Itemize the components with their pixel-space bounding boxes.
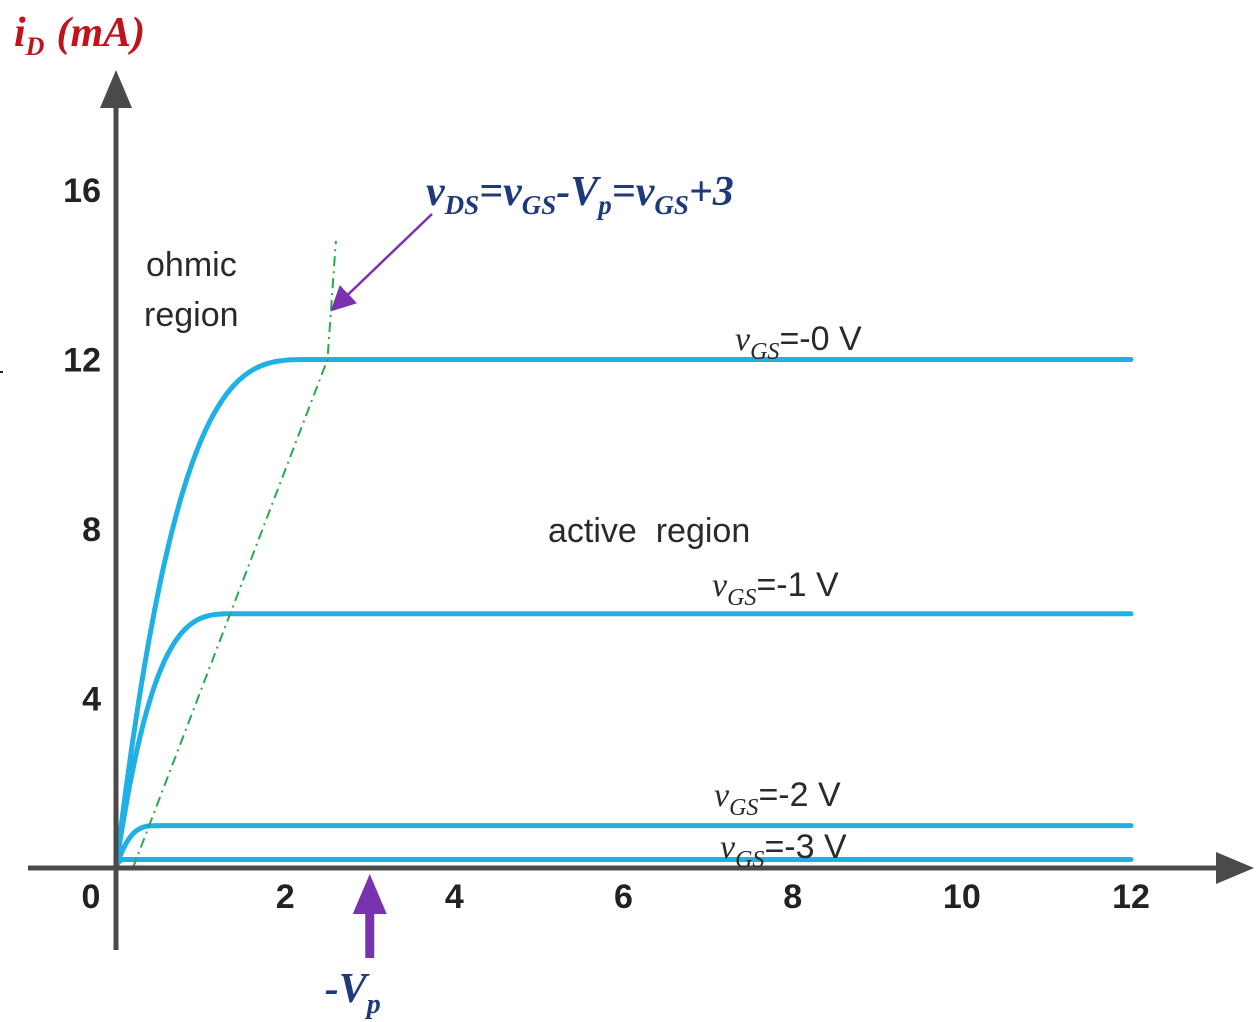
y-tick-label: 8 xyxy=(82,511,101,549)
y-axis-arrowhead xyxy=(100,70,132,108)
x-tick-label: 4 xyxy=(445,878,464,916)
y-tick-label: 16 xyxy=(63,172,101,210)
y-tick-label: 12 xyxy=(63,342,101,380)
equation-pointer-arrow xyxy=(330,213,433,312)
curve-vgs-1 xyxy=(113,611,1134,871)
axis-ticks: 0 2 4 6 8 10 12 4 8 12 16 xyxy=(63,172,1150,916)
x-tick-label: 8 xyxy=(783,878,802,916)
curve-labels: vGS=-0 V vGS=-1 V vGS=-2 V vGS=-3 V xyxy=(712,320,862,873)
x-axis-arrowhead xyxy=(1216,852,1254,884)
active-region-label: active region xyxy=(548,512,750,550)
curve-label-vgs-1: vGS=-1 V xyxy=(712,566,839,611)
ohmic-region-label-line2: region xyxy=(144,296,239,334)
y-tick-label: 4 xyxy=(82,681,101,719)
x-tick-label: 10 xyxy=(943,878,981,916)
curve-label-vgs-2: vGS=-2 V xyxy=(714,776,841,821)
x-tick-label: 2 xyxy=(276,878,295,916)
pinch-off-label: -Vp xyxy=(325,966,381,1020)
curve-vgs-0 xyxy=(113,357,1134,871)
y-axis-title: iD (mA) xyxy=(14,10,145,61)
boundary-equation: vDS=vGS-Vp=vGS+3 xyxy=(426,169,734,220)
x-tick-label: 0 xyxy=(82,878,101,916)
curve-vgs-2 xyxy=(113,823,1134,871)
ohmic-active-boundary xyxy=(131,240,337,869)
x-tick-label: 6 xyxy=(614,878,633,916)
x-tick-label: 12 xyxy=(1112,878,1150,916)
pinch-off-arrow-head xyxy=(352,874,387,914)
curve-label-vgs-0: vGS=-0 V xyxy=(735,320,862,365)
curve-label-vgs-3: vGS=-3 V xyxy=(720,828,847,873)
ohmic-region-label: ohmic xyxy=(146,246,237,284)
characteristic-curves xyxy=(113,357,1134,871)
boundary-line xyxy=(131,240,337,869)
